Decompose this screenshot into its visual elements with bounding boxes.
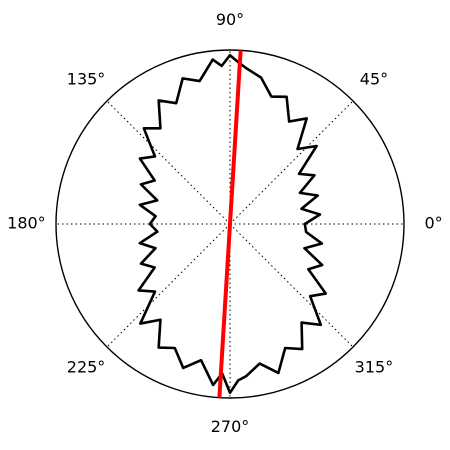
- angle-tick-label-180: 180°: [7, 214, 46, 233]
- angle-tick-labels: 0° 45° 90° 135° 180° 225° 270° 315°: [7, 10, 443, 436]
- angle-tick-label-135: 135°: [67, 70, 106, 89]
- series-layer: [137, 50, 328, 398]
- angle-tick-label-90: 90°: [216, 10, 244, 29]
- angular-grid: [56, 50, 404, 398]
- polar-series-curve: [137, 53, 328, 395]
- orientation-line: [217, 50, 243, 398]
- angle-tick-label-0: 0°: [424, 214, 442, 233]
- angle-gridline-225: [106, 223, 231, 348]
- angle-gridline-45: [229, 100, 354, 225]
- angle-gridline-135: [106, 100, 231, 225]
- angle-tick-label-225: 225°: [67, 357, 106, 376]
- angle-tick-label-315: 315°: [355, 357, 394, 376]
- angle-tick-label-45: 45°: [360, 70, 388, 89]
- angle-tick-label-270: 270°: [211, 417, 250, 436]
- angle-gridline-315: [229, 223, 354, 348]
